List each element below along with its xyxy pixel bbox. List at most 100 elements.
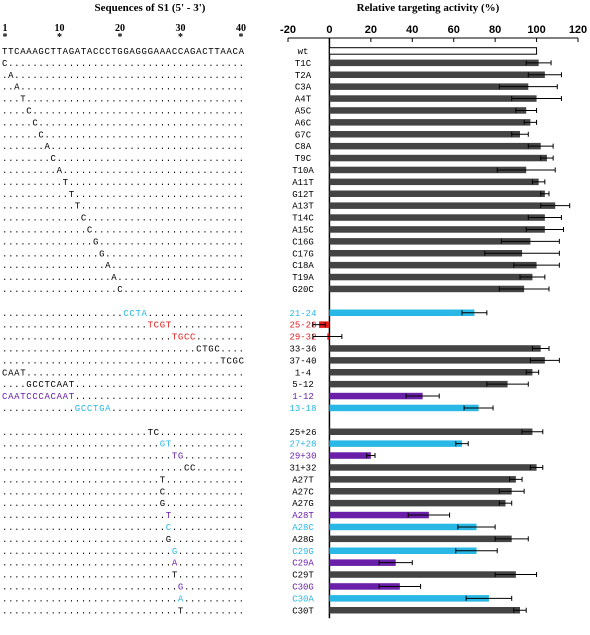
sequence-text: ............T...........................	[2, 202, 244, 212]
sequence-text: ...........................C............	[2, 523, 244, 533]
sequence-text: ..........................C.............	[2, 487, 244, 497]
bar	[329, 440, 462, 447]
row-label: 29-32	[289, 333, 316, 343]
x-tick-label: -20	[280, 24, 296, 36]
sequence-text: ....................CCTA................	[2, 309, 244, 319]
sequence-text: ................................CTGC....	[2, 344, 244, 354]
sequence-text: ........C...............................	[2, 154, 244, 164]
row-label: A28T	[292, 511, 314, 521]
bar	[329, 452, 371, 459]
x-tick-label: 100	[527, 24, 545, 36]
bar	[329, 154, 547, 162]
sequence-text: ..A.....................................	[2, 83, 244, 93]
row-label: A27C	[292, 487, 314, 497]
x-tick-label: 40	[406, 24, 418, 36]
sequence-text: .........A..............................	[2, 166, 244, 176]
position-star: *	[3, 32, 8, 43]
sequence-text: ...........................T............	[2, 511, 244, 521]
row-label: T1C	[295, 59, 312, 69]
row-label: 29+30	[289, 452, 316, 462]
row-label: 33-36	[289, 344, 316, 354]
bar	[329, 357, 545, 364]
row-label: C29A	[292, 559, 314, 569]
position-label: 40	[236, 23, 246, 34]
bar	[329, 142, 541, 150]
bar	[329, 476, 516, 483]
sequence-text: .................A......................	[2, 261, 244, 271]
row-label: C18A	[292, 261, 314, 271]
sequence-text: .A......................................	[2, 71, 244, 81]
row-label: wt	[298, 47, 309, 57]
sequence-text: .............................G..........	[2, 582, 244, 592]
bar	[329, 226, 545, 233]
sequence-text: ...........T............................	[2, 190, 244, 200]
position-star: *	[178, 32, 183, 43]
row-label: A13T	[292, 202, 314, 212]
bar	[329, 547, 477, 554]
bar	[329, 166, 527, 174]
row-label: C30A	[292, 594, 314, 604]
row-label: C29T	[292, 571, 314, 581]
position-label: 20	[115, 23, 125, 34]
sequence-text: ............................G...........	[2, 547, 244, 557]
row-label: 27+28	[289, 440, 316, 450]
position-labels: 1*10*20*30*40*	[3, 23, 246, 43]
bar	[329, 202, 556, 209]
bar	[329, 428, 533, 435]
position-star: *	[238, 32, 243, 43]
sequence-text: ............................TG..........	[2, 452, 244, 462]
bar	[329, 273, 533, 281]
row-label: A27T	[292, 475, 314, 485]
row-label: C29G	[292, 547, 314, 557]
row-label: C3A	[295, 83, 312, 93]
bar	[329, 119, 531, 126]
bar	[329, 285, 525, 293]
sequence-text: ............................TGCC........	[2, 333, 244, 343]
row-label: T10A	[292, 166, 314, 176]
row-label: 5-12	[292, 380, 314, 390]
sequence-text: ..................A.....................	[2, 273, 244, 283]
sequence-text: ................G.......................	[2, 249, 244, 259]
sequence-text: ........................TCGT............	[2, 321, 244, 331]
row-label: T9C	[295, 154, 312, 164]
bar	[329, 595, 489, 602]
bar	[329, 190, 545, 197]
sequence-text: ........................TC..............	[2, 428, 244, 438]
row-label: A4T	[295, 95, 312, 105]
position-label: 1	[3, 23, 8, 34]
bar	[329, 345, 541, 352]
bar	[329, 535, 512, 543]
row-label: C8A	[295, 142, 312, 152]
x-axis-ticks: -20 0 20 40 60 80 100 120	[280, 24, 587, 42]
sequence-text: .............................T..........	[2, 606, 244, 616]
bar	[329, 83, 529, 90]
sequence-text: CAAT....................................	[2, 368, 244, 378]
row-label: A27G	[292, 499, 314, 509]
bar	[329, 369, 533, 376]
row-label: T14C	[292, 214, 314, 224]
sequence-text: ..........T.............................	[2, 178, 244, 188]
row-label: G20C	[292, 285, 314, 295]
row-label: 37-40	[289, 356, 316, 366]
chart-title: Relative targeting activity (%)	[357, 2, 500, 14]
bar	[329, 499, 506, 507]
row-label: 13-18	[289, 404, 316, 414]
bar	[329, 309, 475, 316]
bar	[329, 559, 396, 566]
bar	[329, 380, 508, 388]
sequence-text: ...........................G............	[2, 535, 244, 545]
row-label: 31+32	[289, 463, 316, 473]
row-label: 25-28	[289, 321, 316, 331]
data-rows: TTCAAAGCTTAGATACCCTGGAGGGAAACCAGACTTAACA…	[2, 47, 571, 616]
sequence-text: ....C...................................	[2, 106, 244, 116]
sequence-text: ..............C.........................	[2, 225, 244, 235]
bar	[329, 238, 531, 245]
sequence-text: .............C..........................	[2, 214, 244, 224]
row-label: T19A	[292, 273, 314, 283]
x-tick-label: 20	[365, 24, 377, 36]
sequence-text: TTCAAAGCTTAGATACCCTGGAGGGAAACCAGACTTAACA	[2, 47, 245, 57]
bar	[329, 250, 523, 257]
bar	[329, 59, 539, 67]
bar	[329, 464, 537, 471]
